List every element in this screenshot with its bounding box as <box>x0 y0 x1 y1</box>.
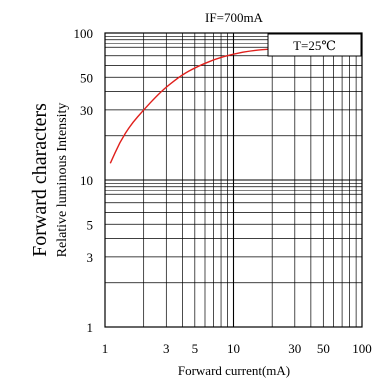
series-layer <box>109 48 273 164</box>
y-tick-labels: 1 3 5 10 30 50 100 <box>74 26 94 335</box>
plot-frame <box>104 32 363 328</box>
y-axis-label-sub: Relative luminous Intensity <box>55 103 70 258</box>
y-tick-label: 100 <box>74 26 94 41</box>
x-tick-label: 5 <box>192 341 199 356</box>
forward-current-curve <box>109 48 273 164</box>
x-tick-label: 30 <box>288 341 301 356</box>
x-tick-labels: 1 3 5 10 30 50 100 <box>102 341 372 356</box>
y-tick-label: 3 <box>87 250 94 265</box>
chart-title: IF=700mA <box>205 10 264 25</box>
y-tick-label: 30 <box>80 103 93 118</box>
major-grid <box>105 33 362 327</box>
x-tick-label: 1 <box>102 341 109 356</box>
x-axis-label: Forward current(mA) <box>178 363 290 378</box>
temperature-annotation: T=25℃ <box>293 38 336 53</box>
y-tick-label: 1 <box>87 320 94 335</box>
x-tick-label: 100 <box>352 341 372 356</box>
temperature-annotation-box <box>267 33 362 57</box>
y-tick-label: 10 <box>80 173 93 188</box>
x-tick-label: 3 <box>163 341 170 356</box>
y-axis-label-main: Forward characters <box>29 103 51 257</box>
x-tick-label: 50 <box>317 341 330 356</box>
y-tick-label: 5 <box>87 217 94 232</box>
y-tick-label: 50 <box>80 70 93 85</box>
x-tick-label: 10 <box>227 341 240 356</box>
